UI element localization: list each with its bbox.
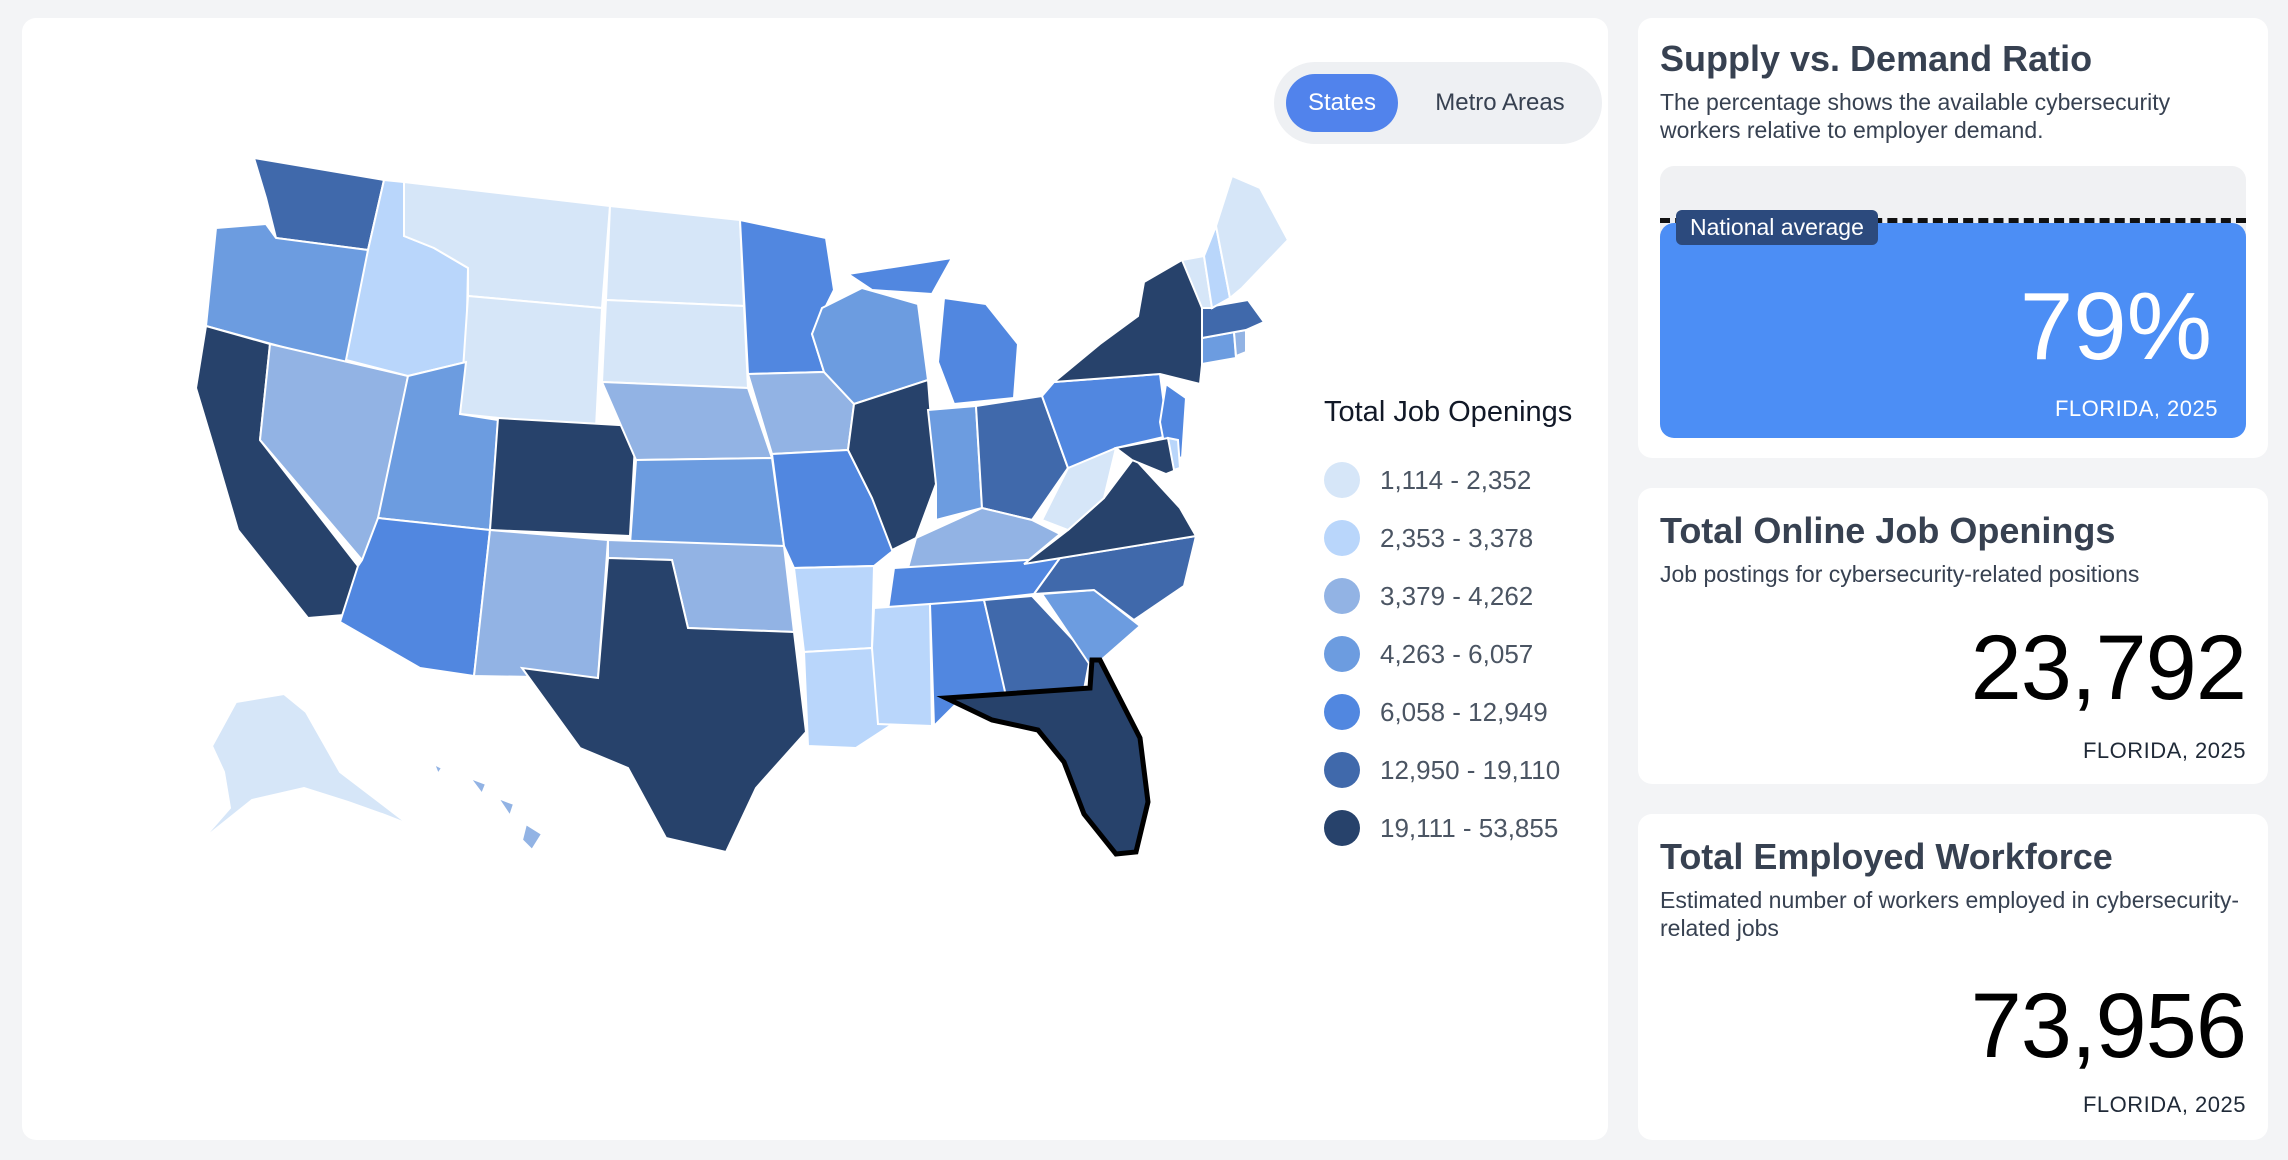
- legend-item: 4,263 - 6,057: [1324, 625, 1606, 683]
- state-ohio[interactable]: [974, 394, 1070, 522]
- supply-demand-card: Supply vs. Demand Ratio The percentage s…: [1638, 18, 2268, 458]
- state-illinois[interactable]: [846, 378, 938, 552]
- ratio-fill-bar: [1660, 223, 2246, 438]
- us-states-map: [194, 156, 1290, 857]
- ratio-caption: FLORIDA, 2025: [2054, 396, 2218, 421]
- job-openings-caption: FLORIDA, 2025: [2082, 738, 2246, 763]
- state-arkansas[interactable]: [792, 564, 876, 654]
- state-texas[interactable]: [519, 556, 808, 854]
- state-mississippi[interactable]: [870, 602, 934, 728]
- view-toggle: States Metro Areas: [1274, 62, 1602, 144]
- national-average-badge: National average: [1676, 209, 1878, 245]
- legend-label: 4,263 - 6,057: [1380, 638, 1534, 669]
- state-maryland[interactable]: [1113, 436, 1178, 476]
- legend-label: 6,058 - 12,949: [1380, 696, 1548, 727]
- state-georgia[interactable]: [982, 594, 1092, 702]
- supply-demand-description: The percentage shows the available cyber…: [1660, 89, 2171, 143]
- state-south-dakota[interactable]: [600, 298, 750, 390]
- national-average-line: [1660, 217, 2246, 223]
- supply-demand-title: Supply vs. Demand Ratio: [1660, 38, 2093, 79]
- state-michigan[interactable]: [845, 256, 1020, 406]
- workforce-description: Estimated number of workers employed in …: [1660, 887, 2240, 941]
- legend-label: 12,950 - 19,110: [1380, 754, 1561, 785]
- state-massachusetts[interactable]: [1201, 298, 1266, 340]
- legend-item: 1,114 - 2,352: [1324, 451, 1606, 509]
- legend-label: 19,111 - 53,855: [1380, 812, 1559, 843]
- legend-swatch: [1324, 462, 1360, 498]
- legend-item: 19,111 - 53,855: [1324, 799, 1606, 857]
- legend-swatch: [1324, 520, 1360, 556]
- ratio-gauge: National average 79% FLORIDA, 2025: [1660, 166, 2246, 438]
- job-openings-description: Job postings for cybersecurity-related p…: [1660, 561, 2140, 587]
- state-new-mexico[interactable]: [472, 528, 610, 680]
- legend-label: 1,114 - 2,352: [1380, 464, 1532, 495]
- workforce-value: 73,956: [1970, 975, 2247, 1077]
- workforce-caption: FLORIDA, 2025: [2082, 1092, 2246, 1117]
- legend-label: 3,379 - 4,262: [1380, 580, 1534, 611]
- ratio-value: 79%: [2019, 273, 2212, 380]
- legend-item: 3,379 - 4,262: [1324, 567, 1606, 625]
- legend-swatch: [1324, 694, 1360, 730]
- legend-title: Total Job Openings: [1324, 396, 1573, 428]
- legend-item: 2,353 - 3,378: [1324, 509, 1606, 567]
- workforce-card: Total Employed Workforce Estimated numbe…: [1638, 814, 2268, 1140]
- workforce-title: Total Employed Workforce: [1660, 836, 2113, 877]
- states-toggle-button[interactable]: States: [1286, 74, 1398, 132]
- legend-swatch: [1324, 578, 1360, 614]
- legend-swatch: [1324, 636, 1360, 672]
- legend-swatch: [1324, 752, 1360, 788]
- map-panel: States Metro Areas: [22, 18, 1608, 1140]
- state-florida[interactable]: [936, 657, 1151, 857]
- state-indiana[interactable]: [926, 404, 984, 522]
- state-rhode-island[interactable]: [1232, 328, 1247, 358]
- state-delaware[interactable]: [1166, 436, 1182, 472]
- job-openings-value: 23,792: [1970, 617, 2247, 719]
- state-kansas[interactable]: [628, 456, 786, 548]
- legend-label: 2,353 - 3,378: [1380, 522, 1534, 553]
- metro-areas-toggle-button[interactable]: Metro Areas: [1435, 89, 1565, 116]
- legend-swatch: [1324, 810, 1360, 846]
- map-legend: Total Job Openings 1,114 - 2,352 2,353 - …: [1324, 396, 1606, 857]
- state-colorado[interactable]: [488, 416, 638, 538]
- legend-item: 6,058 - 12,949: [1324, 683, 1606, 741]
- state-hawaii[interactable]: [432, 761, 544, 852]
- state-north-dakota[interactable]: [604, 204, 746, 308]
- legend-item: 12,950 - 19,110: [1324, 741, 1606, 799]
- job-openings-card: Total Online Job Openings Job postings f…: [1638, 488, 2268, 784]
- state-new-york[interactable]: [1050, 258, 1206, 386]
- job-openings-title: Total Online Job Openings: [1660, 510, 2116, 551]
- state-maine[interactable]: [1214, 174, 1290, 300]
- state-wyoming[interactable]: [458, 294, 604, 430]
- state-alaska[interactable]: [201, 692, 409, 841]
